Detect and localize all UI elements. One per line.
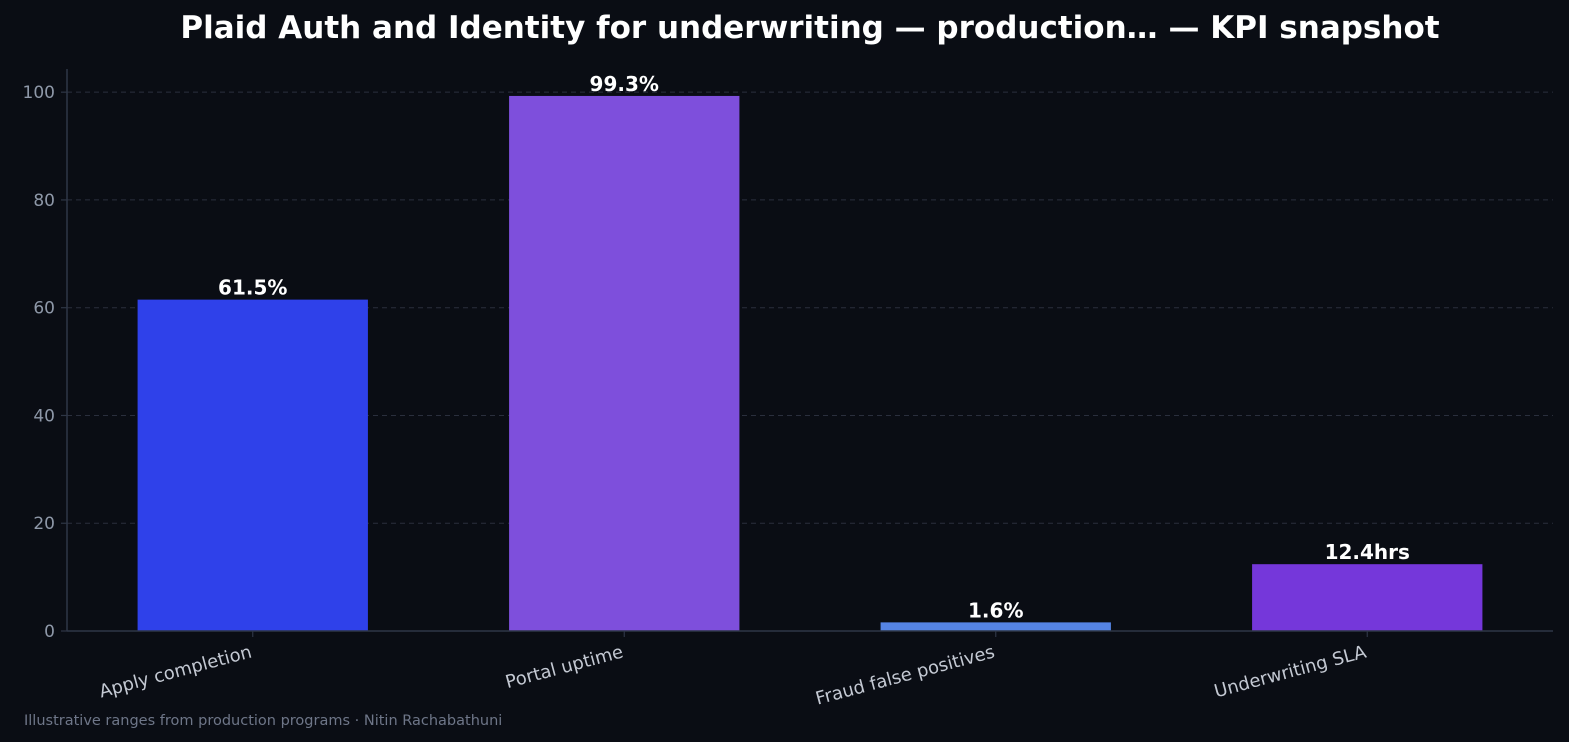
data-label: 61.5% — [218, 276, 287, 300]
x-axis-ticks: Apply completion Portal uptime Fraud false… — [97, 631, 1369, 710]
x-tick-label: Underwriting SLA — [1212, 641, 1369, 702]
bar-fraud-false-positives — [880, 622, 1111, 631]
x-tick-label: Apply completion — [97, 642, 254, 703]
bars — [137, 95, 1483, 631]
y-axis-ticks: 0 20 40 60 80 100 — [23, 83, 67, 642]
y-tick-label: 0 — [44, 622, 55, 642]
chart-title: Plaid Auth and Identity for underwriting… — [180, 10, 1439, 46]
footnote: Illustrative ranges from production prog… — [24, 713, 502, 729]
y-tick-label: 40 — [33, 406, 55, 426]
bar-apply-completion — [137, 299, 368, 631]
x-tick-label: Fraud false positives — [813, 642, 997, 710]
data-labels: 61.5% 99.3% 1.6% 12.4hrs — [218, 72, 1410, 622]
bar-underwriting-sla — [1252, 564, 1483, 631]
data-label: 1.6% — [968, 598, 1023, 622]
y-tick-label: 100 — [23, 83, 55, 103]
x-tick-label: Portal uptime — [503, 642, 625, 694]
y-tick-label: 20 — [33, 514, 55, 534]
data-label: 12.4hrs — [1325, 540, 1410, 564]
y-tick-label: 80 — [33, 191, 55, 211]
y-tick-label: 60 — [33, 299, 55, 319]
data-label: 99.3% — [590, 72, 659, 96]
axes — [66, 69, 1553, 632]
bar-portal-uptime — [509, 95, 740, 631]
